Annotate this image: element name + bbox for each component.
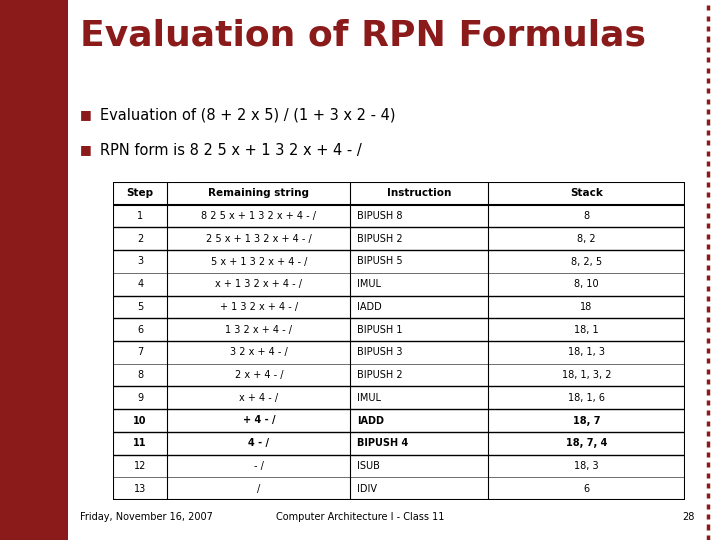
Text: Stack: Stack: [570, 188, 603, 198]
Text: Friday, November 16, 2007: Friday, November 16, 2007: [80, 512, 213, 522]
Text: 2: 2: [137, 234, 143, 244]
Text: Step: Step: [127, 188, 154, 198]
Text: BIPUSH 1: BIPUSH 1: [357, 325, 402, 335]
Text: 18: 18: [580, 302, 593, 312]
Text: BIPUSH 8: BIPUSH 8: [357, 211, 402, 221]
Text: BIPUSH 5: BIPUSH 5: [357, 256, 403, 267]
Text: ■: ■: [80, 108, 91, 121]
Text: Evaluation of (8 + 2 x 5) / (1 + 3 x 2 - 4): Evaluation of (8 + 2 x 5) / (1 + 3 x 2 -…: [100, 108, 395, 123]
Text: 8: 8: [137, 370, 143, 380]
Text: x + 4 - /: x + 4 - /: [239, 393, 279, 403]
Text: 4 - /: 4 - /: [248, 438, 269, 448]
Text: 2 x + 4 - /: 2 x + 4 - /: [235, 370, 283, 380]
Text: 3 2 x + 4 - /: 3 2 x + 4 - /: [230, 347, 288, 357]
Circle shape: [19, 14, 50, 58]
Text: ISUB: ISUB: [357, 461, 380, 471]
Text: RPN form is 8 2 5 x + 1 3 2 x + 4 - /: RPN form is 8 2 5 x + 1 3 2 x + 4 - /: [100, 143, 361, 158]
Text: 1 3 2 x + 4 - /: 1 3 2 x + 4 - /: [225, 325, 292, 335]
Text: 8, 2, 5: 8, 2, 5: [571, 256, 602, 267]
Text: 9: 9: [137, 393, 143, 403]
Text: 18, 1, 6: 18, 1, 6: [568, 393, 605, 403]
Text: IMUL: IMUL: [357, 393, 382, 403]
Text: 7: 7: [137, 347, 143, 357]
Text: 18, 1, 3, 2: 18, 1, 3, 2: [562, 370, 611, 380]
Text: + 1 3 2 x + 4 - /: + 1 3 2 x + 4 - /: [220, 302, 298, 312]
Text: 28: 28: [683, 512, 695, 522]
Text: Informationsteknologi: Informationsteknologi: [27, 215, 42, 375]
Text: Instruction: Instruction: [387, 188, 451, 198]
Text: 5: 5: [137, 302, 143, 312]
Text: UPPSALA
UNIVERSITET: UPPSALA UNIVERSITET: [14, 68, 53, 78]
Text: /: /: [257, 484, 261, 494]
Text: BIPUSH 2: BIPUSH 2: [357, 370, 403, 380]
Text: 6: 6: [137, 325, 143, 335]
Text: 12: 12: [134, 461, 146, 471]
Text: 18, 3: 18, 3: [574, 461, 598, 471]
Text: + 4 - /: + 4 - /: [243, 415, 275, 426]
Text: ■: ■: [80, 143, 91, 156]
Text: x + 1 3 2 x + 4 - /: x + 1 3 2 x + 4 - /: [215, 279, 302, 289]
Text: 18, 1: 18, 1: [574, 325, 598, 335]
Text: Evaluation of RPN Formulas: Evaluation of RPN Formulas: [80, 18, 646, 52]
Text: IADD: IADD: [357, 415, 384, 426]
Text: 3: 3: [137, 256, 143, 267]
Text: IDIV: IDIV: [357, 484, 377, 494]
Text: IADD: IADD: [357, 302, 382, 312]
Text: BIPUSH 3: BIPUSH 3: [357, 347, 402, 357]
Text: BIPUSH 4: BIPUSH 4: [357, 438, 408, 448]
Text: 1: 1: [137, 211, 143, 221]
Text: 4: 4: [137, 279, 143, 289]
Text: Remaining string: Remaining string: [208, 188, 310, 198]
Text: 8: 8: [583, 211, 590, 221]
Text: 6: 6: [583, 484, 590, 494]
Text: 5 x + 1 3 2 x + 4 - /: 5 x + 1 3 2 x + 4 - /: [211, 256, 307, 267]
Text: 11: 11: [133, 438, 147, 448]
Text: 8 2 5 x + 1 3 2 x + 4 - /: 8 2 5 x + 1 3 2 x + 4 - /: [202, 211, 316, 221]
Text: 18, 1, 3: 18, 1, 3: [568, 347, 605, 357]
Text: 18, 7, 4: 18, 7, 4: [566, 438, 607, 448]
Text: IMUL: IMUL: [357, 279, 382, 289]
Text: 8, 2: 8, 2: [577, 234, 595, 244]
Text: 18, 7: 18, 7: [572, 415, 600, 426]
Text: Computer Architecture I - Class 11: Computer Architecture I - Class 11: [276, 512, 444, 522]
Text: BIPUSH 2: BIPUSH 2: [357, 234, 403, 244]
Text: 10: 10: [133, 415, 147, 426]
Text: 8, 10: 8, 10: [574, 279, 598, 289]
Text: - /: - /: [254, 461, 264, 471]
Text: 13: 13: [134, 484, 146, 494]
Text: 2 5 x + 1 3 2 x + 4 - /: 2 5 x + 1 3 2 x + 4 - /: [206, 234, 312, 244]
